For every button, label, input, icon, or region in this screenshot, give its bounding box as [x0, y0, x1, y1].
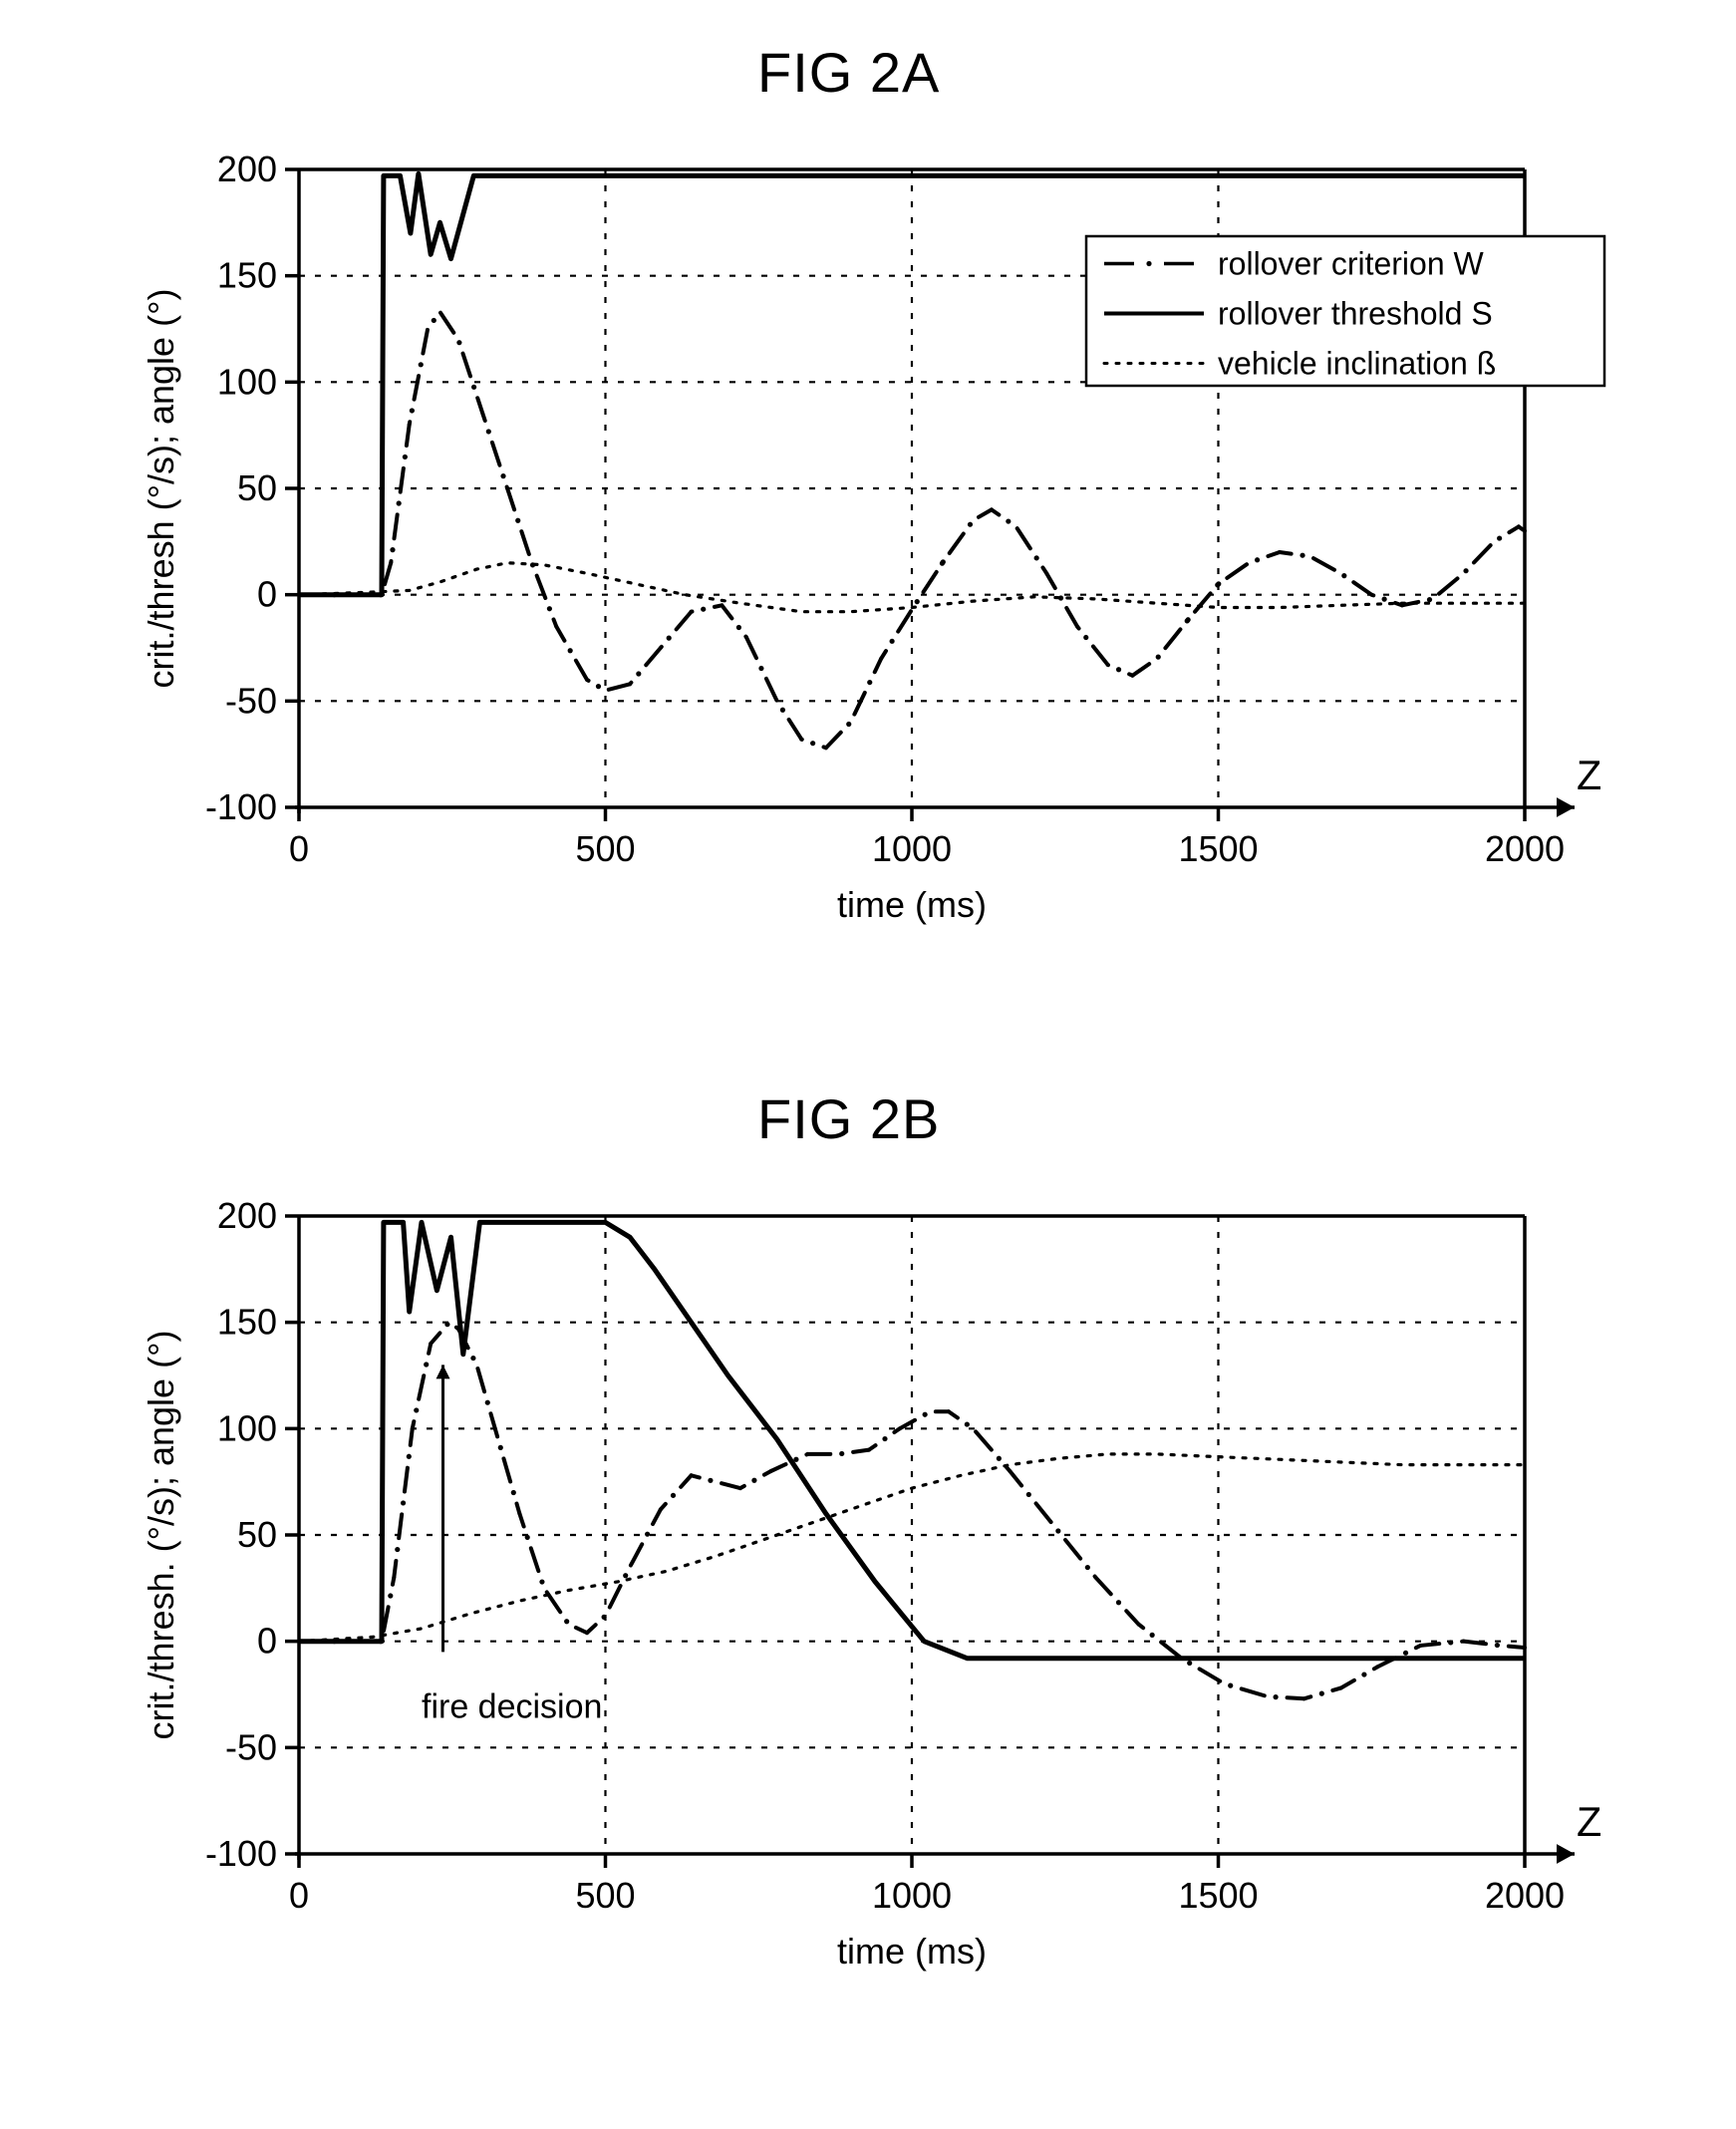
chart-2a-legend-label: vehicle inclination ß — [1218, 346, 1496, 382]
chart-2b-y-tick-label: -100 — [205, 1833, 277, 1874]
chart-2a-legend: rollover criterion W rollover threshold S… — [1086, 236, 1604, 386]
chart-2b: fire decision 0 500 1000 1500 2000 -100 -50 0 50 1… — [130, 1186, 1624, 1983]
chart-2b-annotation-text: fire decision — [422, 1687, 602, 1725]
chart-2a-y-tick-label: 0 — [257, 574, 277, 615]
chart-2a-y-label: crit./thresh (°/s); angle (°) — [141, 289, 181, 689]
chart-2b-x-axis-arrow — [1557, 1844, 1575, 1864]
chart-2a-y-tick-label: 150 — [217, 255, 277, 296]
figure-title-2a: FIG 2A — [757, 40, 940, 105]
chart-2a-y-tick-label: -50 — [225, 680, 277, 721]
chart-2a: 0 500 1000 1500 2000 -100 -50 0 50 100 150 200 time … — [130, 140, 1624, 937]
chart-2b-x-tick-label: 1500 — [1178, 1875, 1258, 1916]
chart-2a-x-tick-label: 500 — [575, 828, 635, 869]
chart-2a-legend-label: rollover criterion W — [1218, 246, 1485, 282]
chart-2a-x-tick-label: 2000 — [1485, 828, 1565, 869]
chart-2b-y-tick-label: 200 — [217, 1195, 277, 1236]
chart-2b-x-tick-label: 0 — [289, 1875, 309, 1916]
chart-2b-annotation-arrowhead — [436, 1365, 450, 1378]
chart-2a-y-tick-label: 100 — [217, 361, 277, 402]
chart-2a-x-label: time (ms) — [837, 884, 987, 925]
chart-2a-x-axis-arrow — [1557, 797, 1575, 817]
figure-title-2b: FIG 2B — [757, 1086, 940, 1151]
chart-2b-x-tick-label: 2000 — [1485, 1875, 1565, 1916]
chart-2a-x-tick-label: 1000 — [872, 828, 952, 869]
chart-2a-x-tick-label: 1500 — [1178, 828, 1258, 869]
chart-2b-z-label: Z — [1577, 1799, 1601, 1845]
chart-2b-y-tick-label: 0 — [257, 1621, 277, 1662]
chart-2b-y-tick-label: -50 — [225, 1726, 277, 1767]
chart-2b-x-tick-label: 1000 — [872, 1875, 952, 1916]
chart-2b-x-tick-label: 500 — [575, 1875, 635, 1916]
chart-2b-y-tick-label: 50 — [237, 1514, 277, 1555]
chart-2b-y-tick-label: 150 — [217, 1302, 277, 1343]
chart-2b-y-tick-label: 100 — [217, 1407, 277, 1448]
chart-2a-y-tick-label: 50 — [237, 467, 277, 508]
chart-2a-y-tick-label: 200 — [217, 149, 277, 189]
chart-2a-x-tick-label: 0 — [289, 828, 309, 869]
chart-2a-y-tick-label: -100 — [205, 786, 277, 827]
chart-2a-legend-label: rollover threshold S — [1218, 296, 1493, 332]
chart-2b-x-label: time (ms) — [837, 1931, 987, 1972]
chart-2b-y-label: crit./thresh. (°/s); angle (°) — [141, 1331, 181, 1740]
chart-2a-z-label: Z — [1577, 753, 1601, 798]
chart-2b-series-inclination — [299, 1454, 1525, 1642]
